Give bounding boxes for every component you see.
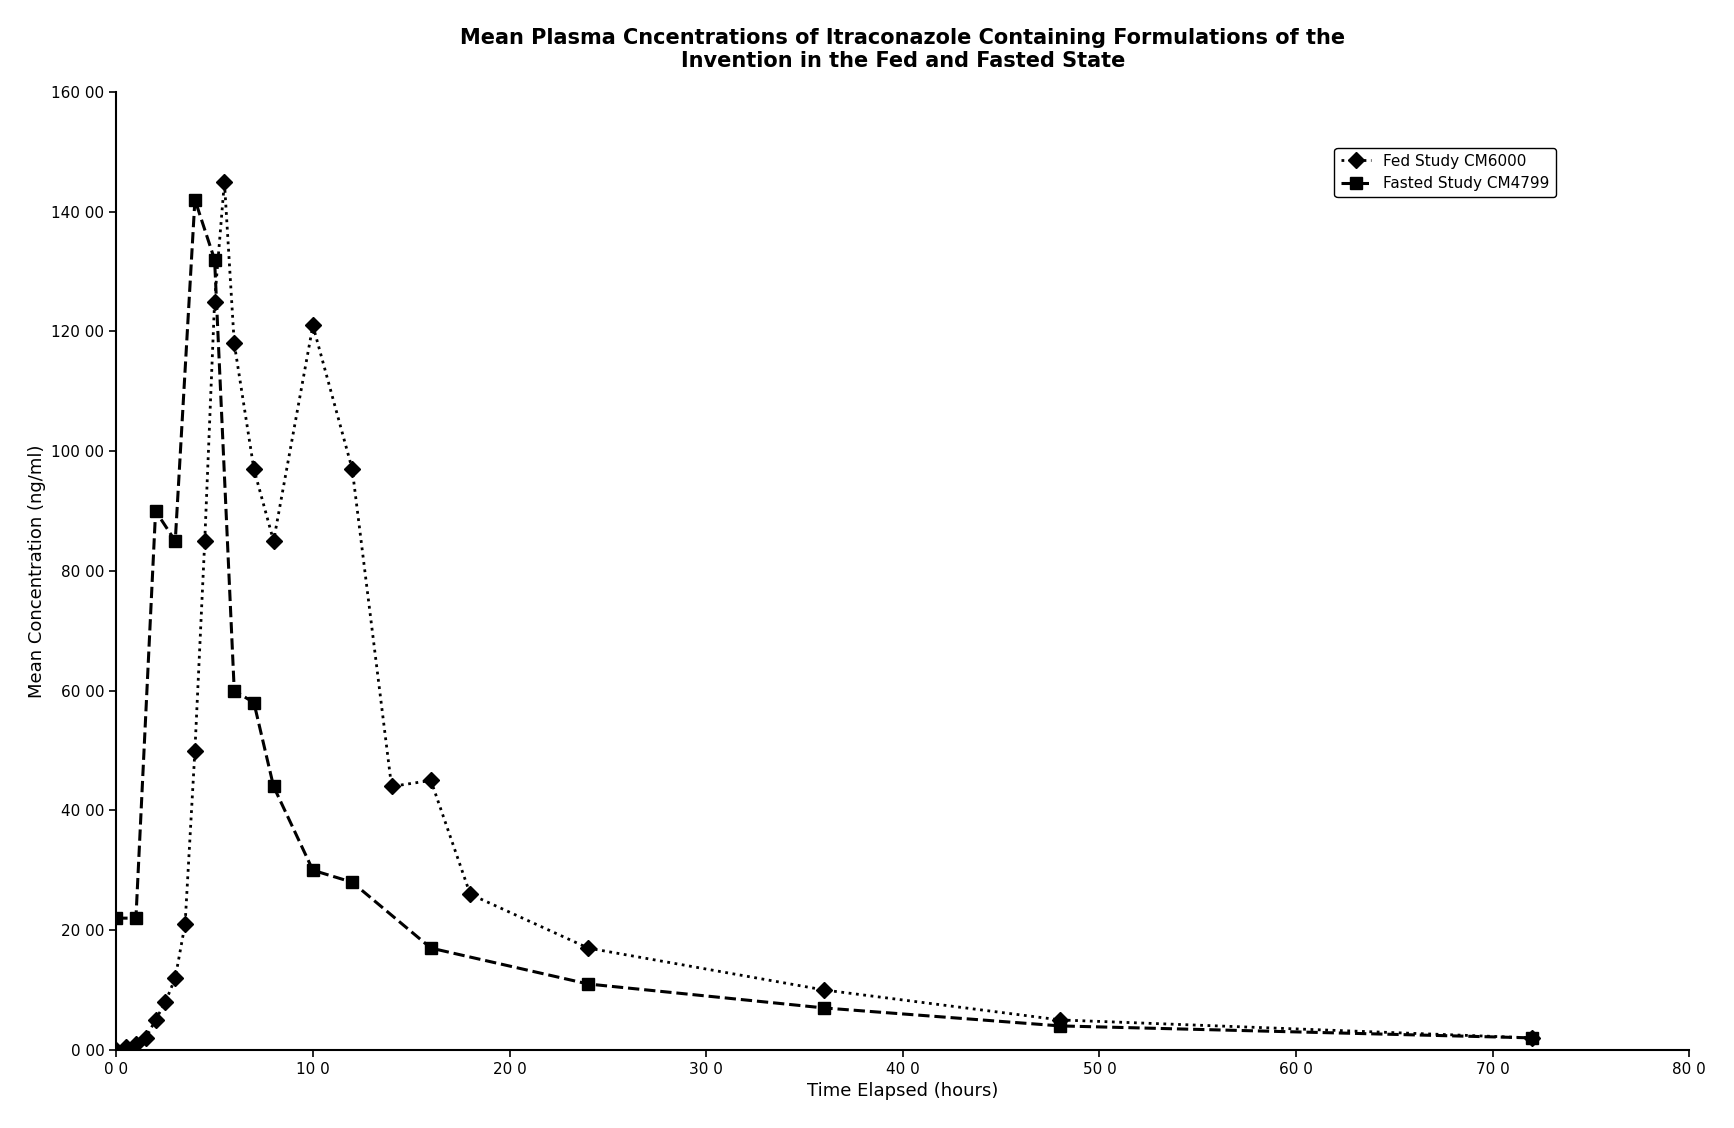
Fed Study CM6000 — [184, 743, 205, 757]
Fasted Study CM4799 — [125, 911, 146, 925]
Line: Fasted Study CM4799: Fasted Study CM4799 — [109, 194, 1538, 1045]
Fasted Study CM4799 — [342, 875, 362, 889]
Y-axis label: Mean Concentration (ng/ml): Mean Concentration (ng/ml) — [28, 444, 45, 698]
Fed Study CM6000 — [302, 319, 323, 333]
Fasted Study CM4799 — [243, 696, 264, 710]
Title: Mean Plasma Cncentrations of Itraconazole Containing Formulations of the
Inventi: Mean Plasma Cncentrations of Itraconazol… — [460, 28, 1346, 71]
Fed Study CM6000 — [243, 462, 264, 476]
Fed Study CM6000 — [205, 294, 225, 308]
Fasted Study CM4799 — [184, 193, 205, 206]
Fed Study CM6000 — [460, 888, 480, 901]
Fed Study CM6000 — [154, 995, 175, 1008]
Fasted Study CM4799 — [165, 535, 186, 548]
Fasted Study CM4799 — [264, 779, 284, 793]
Fed Study CM6000 — [342, 462, 362, 476]
Fed Study CM6000 — [146, 1013, 166, 1026]
Fasted Study CM4799 — [224, 684, 244, 697]
Fed Study CM6000 — [577, 942, 598, 955]
Fed Study CM6000 — [106, 1043, 127, 1057]
Fasted Study CM4799 — [420, 942, 440, 955]
Fed Study CM6000 — [1049, 1013, 1070, 1026]
Fed Study CM6000 — [813, 984, 834, 997]
Fed Study CM6000 — [213, 175, 234, 188]
Fed Study CM6000 — [116, 1040, 137, 1054]
Fasted Study CM4799 — [1049, 1019, 1070, 1032]
Fed Study CM6000 — [224, 336, 244, 350]
Fasted Study CM4799 — [106, 911, 127, 925]
Fed Study CM6000 — [135, 1031, 156, 1045]
Fed Study CM6000 — [381, 779, 402, 793]
Fasted Study CM4799 — [813, 1002, 834, 1015]
Fed Study CM6000 — [420, 774, 440, 787]
Fasted Study CM4799 — [1522, 1031, 1543, 1045]
Fasted Study CM4799 — [146, 504, 166, 518]
Fed Study CM6000 — [175, 917, 196, 931]
Legend: Fed Study CM6000, Fasted Study CM4799: Fed Study CM6000, Fasted Study CM4799 — [1335, 148, 1555, 197]
Fasted Study CM4799 — [205, 253, 225, 266]
Fasted Study CM4799 — [302, 864, 323, 878]
Fed Study CM6000 — [165, 971, 186, 985]
Line: Fed Study CM6000: Fed Study CM6000 — [111, 176, 1538, 1056]
Fed Study CM6000 — [264, 535, 284, 548]
Fasted Study CM4799 — [577, 977, 598, 990]
Fed Study CM6000 — [125, 1037, 146, 1050]
Fed Study CM6000 — [194, 535, 215, 548]
Fed Study CM6000 — [1522, 1031, 1543, 1045]
X-axis label: Time Elapsed (hours): Time Elapsed (hours) — [806, 1082, 999, 1100]
